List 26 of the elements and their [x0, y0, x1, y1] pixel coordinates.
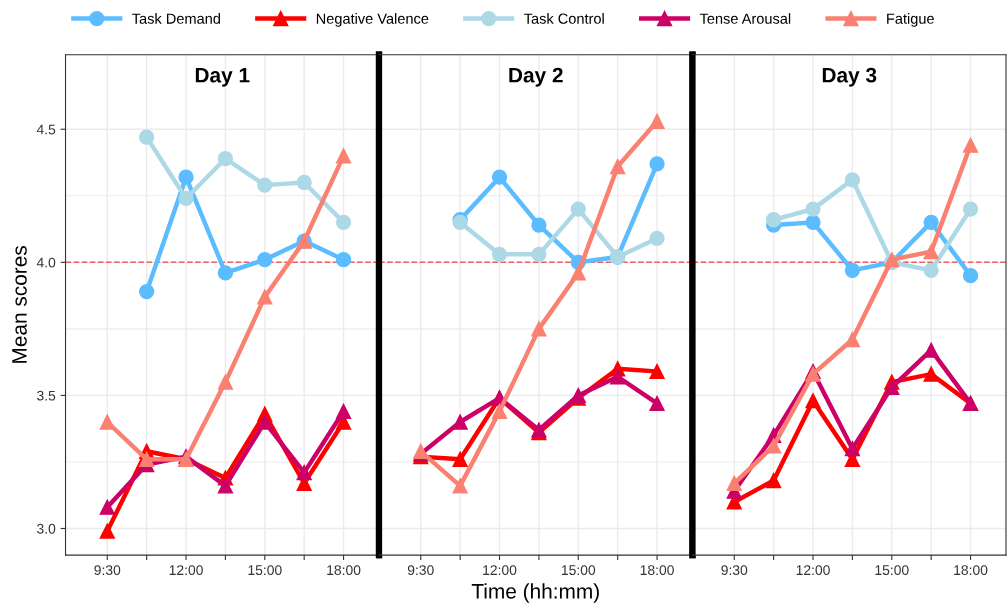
x-tick-label: 9:30 — [407, 565, 434, 576]
text: Day 3 — [822, 67, 877, 87]
legend-label: Negative Valence — [316, 13, 429, 27]
x-tick-label: 15:00 — [875, 565, 909, 576]
legend-label: Task Control — [524, 13, 604, 24]
text: Day 1 — [195, 67, 250, 87]
x-tick-label: 12:00 — [169, 565, 203, 576]
y-tick-label: 3.0 — [37, 523, 56, 534]
x-tick-label: 15:00 — [248, 565, 282, 576]
x-tick-label: 15:00 — [561, 565, 596, 576]
x-tick-label: 12:00 — [483, 565, 517, 576]
x-tick-label: 9:30 — [721, 565, 748, 576]
y-tick-label: 4.0 — [36, 257, 56, 268]
legend-label: Task Demand — [132, 13, 220, 24]
x-tick-label: 9:30 — [94, 565, 121, 576]
x-tick-label: 18:00 — [954, 565, 988, 576]
y-tick-label: 3.5 — [37, 390, 56, 401]
x-tick-label: 18:00 — [640, 565, 674, 576]
legend-label: Fatigue — [887, 13, 934, 27]
y-axis-title: Mean scores — [12, 246, 27, 363]
y-tick-label: 4.5 — [36, 124, 56, 135]
x-tick-label: 12:00 — [796, 565, 830, 576]
text: Day 2 — [509, 67, 563, 87]
legend-label: Tense Arousal — [699, 13, 791, 24]
x-axis-title: Time (hh:mm) — [471, 583, 599, 603]
x-tick-label: 18:00 — [327, 565, 361, 576]
